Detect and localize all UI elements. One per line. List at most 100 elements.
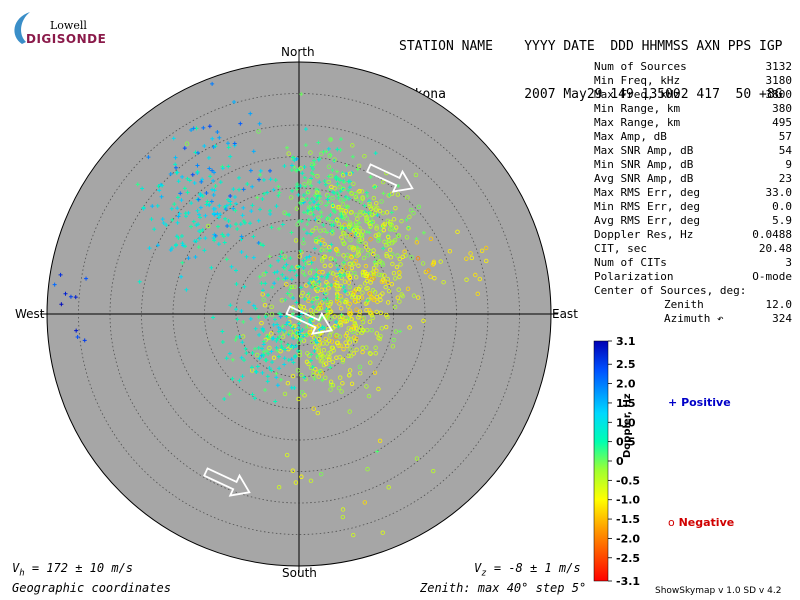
positive-source-mark	[303, 261, 308, 266]
negative-source-mark	[484, 258, 489, 264]
positive-source-mark	[289, 264, 294, 269]
negative-source-mark	[340, 507, 346, 512]
negative-source-mark	[334, 286, 340, 292]
negative-source-mark	[332, 157, 337, 162]
colorbar-tick-label: -2.5	[616, 552, 640, 565]
positive-source-mark	[256, 218, 261, 223]
positive-source-mark	[211, 193, 216, 198]
positive-source-mark	[241, 205, 246, 210]
negative-source-mark	[369, 327, 374, 333]
negative-source-mark	[382, 223, 387, 228]
positive-source-mark	[373, 151, 378, 156]
stat-value: 380	[772, 102, 792, 115]
negative-source-mark	[346, 326, 351, 331]
negative-source-mark	[314, 308, 319, 314]
negative-source-mark	[299, 390, 305, 395]
negative-source-mark	[293, 238, 299, 243]
positive-source-mark	[261, 243, 266, 248]
negative-source-mark	[348, 336, 353, 342]
negative-source-mark	[328, 350, 333, 355]
positive-source-mark	[307, 254, 312, 259]
positive-source-mark	[291, 295, 296, 300]
positive-source-mark	[294, 300, 299, 305]
stat-value: 3800	[765, 88, 793, 101]
negative-source-mark	[308, 211, 313, 216]
negative-source-mark	[353, 275, 359, 280]
negative-source-mark	[364, 271, 370, 277]
positive-source-mark	[176, 179, 181, 184]
positive-source-mark	[218, 212, 223, 217]
positive-source-mark	[224, 203, 229, 208]
negative-source-mark	[364, 216, 369, 221]
positive-source-mark	[185, 190, 190, 195]
positive-source-mark	[294, 156, 299, 161]
negative-source-mark	[347, 368, 353, 373]
positive-source-mark	[270, 336, 275, 341]
negative-source-mark	[374, 201, 379, 206]
negative-source-mark	[397, 299, 402, 304]
positive-source-mark	[404, 217, 409, 222]
positive-source-mark	[302, 375, 307, 380]
positive-source-mark	[241, 319, 246, 324]
positive-source-mark	[253, 346, 258, 351]
negative-source-mark	[288, 195, 294, 200]
negative-source-mark	[349, 317, 355, 322]
negative-source-mark	[361, 255, 367, 261]
positive-source-mark	[179, 198, 184, 203]
positive-source-mark	[272, 317, 277, 322]
negative-source-mark	[384, 252, 389, 257]
negative-source-mark	[334, 247, 339, 252]
negative-source-mark	[337, 334, 343, 339]
positive-source-mark	[311, 199, 316, 204]
negative-source-mark	[397, 270, 402, 275]
positive-source-mark	[228, 303, 233, 308]
positive-source-mark	[321, 297, 326, 302]
negative-source-mark	[384, 210, 390, 215]
negative-source-mark	[348, 353, 354, 359]
negative-source-mark	[335, 280, 340, 286]
negative-source-mark	[340, 359, 345, 364]
colorbar-tick-label: 1.0	[616, 416, 636, 429]
positive-source-mark	[205, 199, 210, 204]
negative-source-mark	[288, 293, 294, 298]
negative-source-mark	[385, 300, 391, 305]
positive-source-mark	[317, 180, 322, 185]
negative-source-mark	[296, 396, 301, 402]
stats-panel: Num of Sources 3132 Min Freq, kHz 3180 Max F…	[594, 60, 792, 326]
positive-source-mark	[289, 230, 294, 235]
positive-source-mark	[285, 145, 290, 150]
negative-source-mark	[353, 194, 358, 200]
negative-source-mark	[373, 351, 378, 356]
negative-source-mark	[363, 301, 369, 306]
negative-source-mark	[295, 368, 301, 373]
negative-source-mark	[409, 255, 414, 260]
positive-source-mark	[305, 208, 310, 213]
negative-source-mark	[355, 295, 361, 300]
negative-source-mark	[377, 272, 382, 278]
negative-source-mark	[368, 249, 373, 254]
colorbar-tick-label: 0	[616, 455, 624, 468]
positive-source-mark	[177, 211, 182, 216]
positive-source-mark	[84, 276, 89, 281]
negative-source-mark	[271, 355, 277, 360]
negative-source-mark	[324, 341, 330, 346]
negative-source-mark	[328, 270, 334, 275]
negative-source-mark	[368, 237, 373, 242]
positive-source-mark	[320, 378, 325, 383]
positive-source-mark	[267, 335, 272, 340]
negative-source-mark	[373, 233, 379, 238]
stat-row: Min SNR Amp, dB 9	[594, 158, 792, 172]
positive-source-mark	[299, 92, 304, 97]
negative-source-mark	[297, 254, 303, 259]
negative-source-mark	[325, 315, 330, 320]
negative-source-mark	[346, 353, 351, 359]
positive-source-mark	[272, 270, 277, 275]
negative-source-mark	[305, 190, 311, 195]
positive-source-mark	[309, 285, 314, 290]
negative-source-mark	[357, 237, 362, 243]
negative-source-mark	[347, 245, 352, 250]
positive-source-mark	[290, 155, 295, 160]
negative-source-mark	[328, 263, 333, 268]
positive-source-mark	[175, 170, 180, 175]
positive-source-mark	[291, 311, 296, 316]
